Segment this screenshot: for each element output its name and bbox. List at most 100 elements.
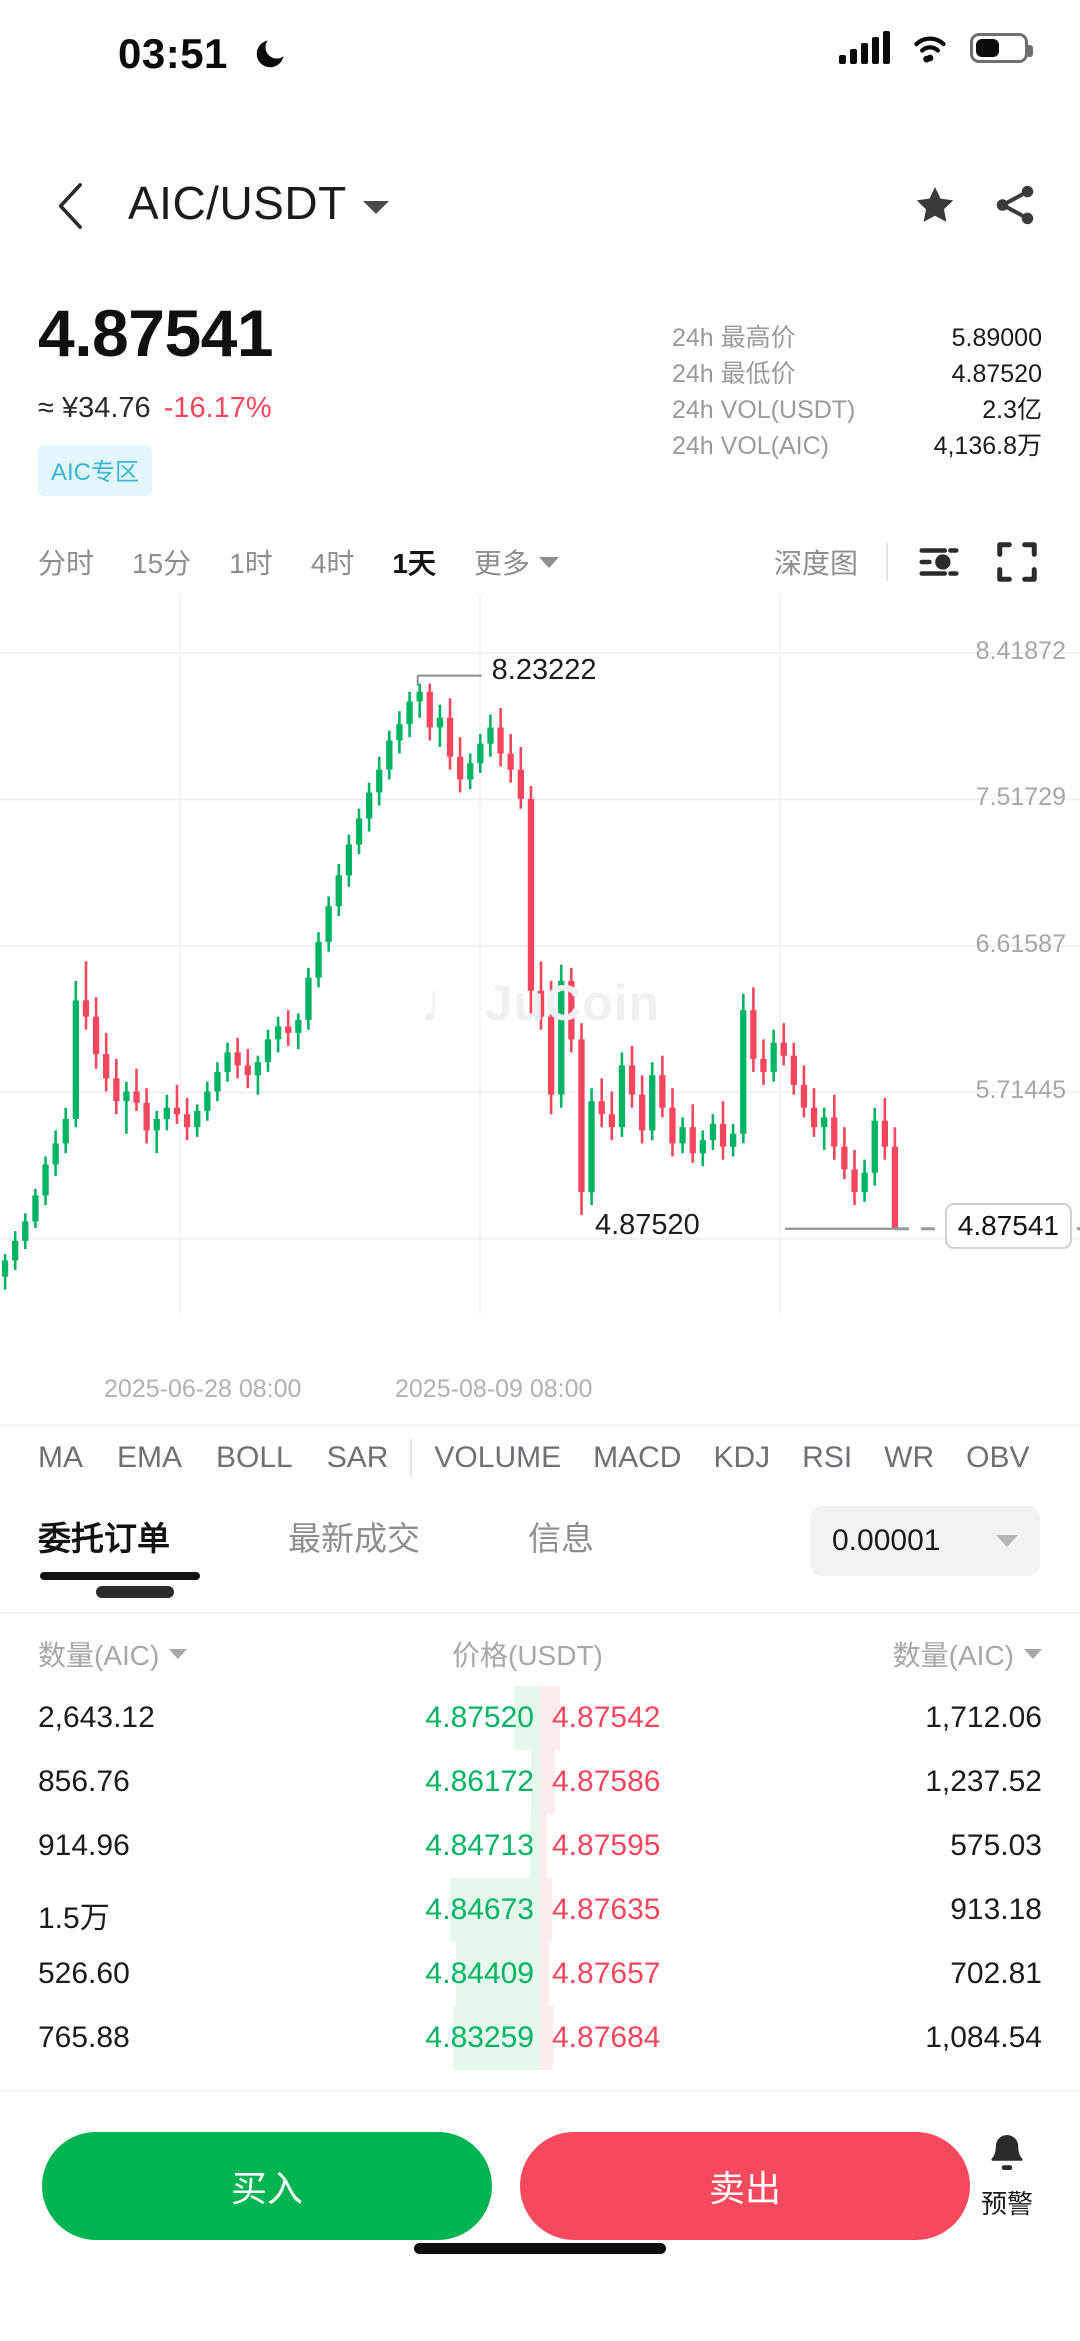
bell-icon xyxy=(991,2135,1023,2170)
stat-value: 5.89000 xyxy=(951,324,1042,352)
orderbook-row[interactable]: 2,643.12 4.87520 4.87542 1,712.06 xyxy=(0,1686,1080,1750)
crescent-moon-icon xyxy=(256,40,284,68)
bid-price: 4.86172 xyxy=(425,1765,534,1798)
stat-row: 24h 最高价 5.89000 xyxy=(672,318,1042,354)
stat-row: 24h 最低价 4.87520 xyxy=(672,354,1042,390)
timeframe-tab-1h[interactable]: 1时 xyxy=(229,548,273,579)
orderbook-row[interactable]: 914.96 4.84713 4.87595 575.03 xyxy=(0,1814,1080,1878)
ask-price: 4.87684 xyxy=(552,2021,661,2054)
indicator-kdj[interactable]: KDJ xyxy=(713,1441,771,1474)
chevron-down-icon xyxy=(996,1535,1018,1547)
indicator-wr[interactable]: WR xyxy=(884,1441,935,1474)
stat-row: 24h VOL(USDT) 2.3亿 xyxy=(672,390,1042,426)
scroll-indicator[interactable] xyxy=(96,1586,174,1598)
bid-price: 4.84673 xyxy=(425,1893,534,1926)
chevron-down-icon xyxy=(538,556,559,568)
chart-tools: 深度图 xyxy=(774,539,1080,585)
orderbook-header-ask-qty[interactable]: 数量(AIC) xyxy=(893,1634,1042,1674)
tab-信息[interactable]: 信息 xyxy=(528,1520,594,1557)
ask-depth-bar xyxy=(540,1942,549,2006)
indicator-ema[interactable]: EMA xyxy=(117,1441,183,1474)
price-alert-label: 预警 xyxy=(980,2189,1033,2219)
buy-button[interactable]: 买入 xyxy=(42,2132,492,2240)
bid-quantity: 526.60 xyxy=(38,1957,130,1990)
orderbook-list[interactable]: 2,643.12 4.87520 4.87542 1,712.06 856.76 4.86… xyxy=(0,1686,1080,2090)
orderbook-header-bid-qty[interactable]: 数量(AIC) xyxy=(38,1634,188,1674)
status-bar-clock: 03:51 xyxy=(118,30,228,77)
bid-depth-bar xyxy=(531,1750,540,1814)
depth-chart-button[interactable]: 深度图 xyxy=(773,548,858,579)
wifi-icon xyxy=(914,36,946,63)
indicator-obv[interactable]: OBV xyxy=(966,1441,1030,1474)
cellular-signal-icon xyxy=(839,31,890,64)
timeframe-tab-fenshi[interactable]: 分时 xyxy=(38,548,95,579)
orderbook-row[interactable]: 856.76 4.86172 4.87586 1,237.52 xyxy=(0,1750,1080,1814)
bid-quantity: 765.88 xyxy=(38,2021,130,2054)
precision-selector[interactable]: 0.00001 xyxy=(810,1506,1040,1576)
share-icon[interactable] xyxy=(992,182,1038,228)
bid-quantity: 1.5万 xyxy=(38,1902,110,1935)
indicator-volume[interactable]: VOLUME xyxy=(434,1441,562,1474)
price-alert-button[interactable]: 预警 xyxy=(952,2130,1062,2221)
indicator-sar[interactable]: SAR xyxy=(326,1441,389,1474)
chevron-down-icon[interactable] xyxy=(363,201,389,214)
tab-最新成交[interactable]: 最新成交 xyxy=(288,1520,420,1557)
bid-price: 4.87520 xyxy=(425,1701,534,1734)
timeframe-more-button[interactable]: 更多 xyxy=(474,542,559,582)
indicator-boll[interactable]: BOLL xyxy=(216,1441,293,1474)
home-indicator xyxy=(414,2243,666,2254)
orderbook-row[interactable]: 526.60 4.84409 4.87657 702.81 xyxy=(0,1942,1080,2006)
ask-depth-bar xyxy=(540,1750,555,1814)
divider xyxy=(410,1439,413,1477)
chart-date-label-end: 2025-08-09 08:00 xyxy=(395,1375,593,1403)
last-price: 4.87541 xyxy=(38,296,274,370)
timeframe-tab-15m[interactable]: 15分 xyxy=(132,548,192,579)
star-icon[interactable] xyxy=(912,182,958,228)
stat-value: 4,136.8万 xyxy=(933,432,1042,460)
ask-price: 4.87657 xyxy=(552,1957,661,1990)
bid-price: 4.83259 xyxy=(425,2021,534,2054)
watermark-logo: ♩ xyxy=(419,973,475,1033)
ask-depth-bar xyxy=(540,1878,552,1942)
chevron-left-icon[interactable] xyxy=(52,180,92,232)
indicator-ma[interactable]: MA xyxy=(38,1441,83,1474)
pair-title[interactable]: AIC/USDT xyxy=(128,177,347,229)
bid-quantity: 2,643.12 xyxy=(38,1701,155,1734)
tab-委托订单[interactable]: 委托订单 xyxy=(38,1520,170,1557)
ask-price: 4.87595 xyxy=(552,1829,661,1862)
ask-quantity: 913.18 xyxy=(950,1893,1042,1926)
chart-canvas[interactable] xyxy=(0,594,1080,1364)
timeframe-bar: 分时 15分 1时 4时 1天 更多 深度图 xyxy=(0,530,1080,594)
orderbook-row[interactable]: 1.5万 4.84673 4.87635 913.18 xyxy=(0,1878,1080,1942)
pair-header: AIC/USDT xyxy=(0,168,1080,246)
timeframe-tab-1d[interactable]: 1天 xyxy=(392,548,436,579)
sell-button[interactable]: 卖出 xyxy=(520,2132,970,2240)
orderbook-tab-bar: 委托订单 最新成交 信息 0.00001 xyxy=(0,1494,1080,1586)
stat-label: 24h VOL(AIC) xyxy=(672,432,830,460)
ask-price: 4.87542 xyxy=(552,1701,661,1734)
timeframe-tab-4h[interactable]: 4时 xyxy=(310,548,355,579)
indicator-rsi[interactable]: RSI xyxy=(802,1441,853,1474)
chart-date-label-start: 2025-06-28 08:00 xyxy=(104,1375,302,1403)
trade-action-bar: 买入 卖出 预警 xyxy=(0,2090,1080,2280)
ask-quantity: 1,712.06 xyxy=(925,1701,1042,1734)
indicator-macd[interactable]: MACD xyxy=(593,1441,682,1474)
fullscreen-icon[interactable] xyxy=(994,539,1040,585)
bid-depth-bar xyxy=(453,2006,540,2070)
orderbook-row[interactable]: 765.88 4.83259 4.87684 1,084.54 xyxy=(0,2006,1080,2070)
candlestick-chart[interactable]: ♩ JuCoin 8.41872 7.51729 6.61587 5.71445 4.8… xyxy=(0,594,1080,1364)
zone-badge[interactable]: AIC专区 xyxy=(38,445,153,496)
chart-settings-icon[interactable] xyxy=(916,539,962,585)
watermark-text: JuCoin xyxy=(484,975,661,1031)
orderbook-header: 数量(AIC) 价格(USDT) 数量(AIC) xyxy=(0,1612,1080,1686)
bid-depth-bar xyxy=(529,1814,540,1878)
bid-quantity: 914.96 xyxy=(38,1829,130,1862)
stat-value: 4.87520 xyxy=(951,360,1042,388)
price-secondary-row: ≈ ¥34.76 -16.17% xyxy=(38,392,273,425)
precision-value: 0.00001 xyxy=(832,1524,941,1557)
ask-quantity: 702.81 xyxy=(950,1957,1042,1990)
stat-label: 24h VOL(USDT) xyxy=(672,396,856,424)
status-bar: 03:51 xyxy=(0,0,1080,110)
price-axis-tick: 8.41872 xyxy=(975,636,1066,665)
